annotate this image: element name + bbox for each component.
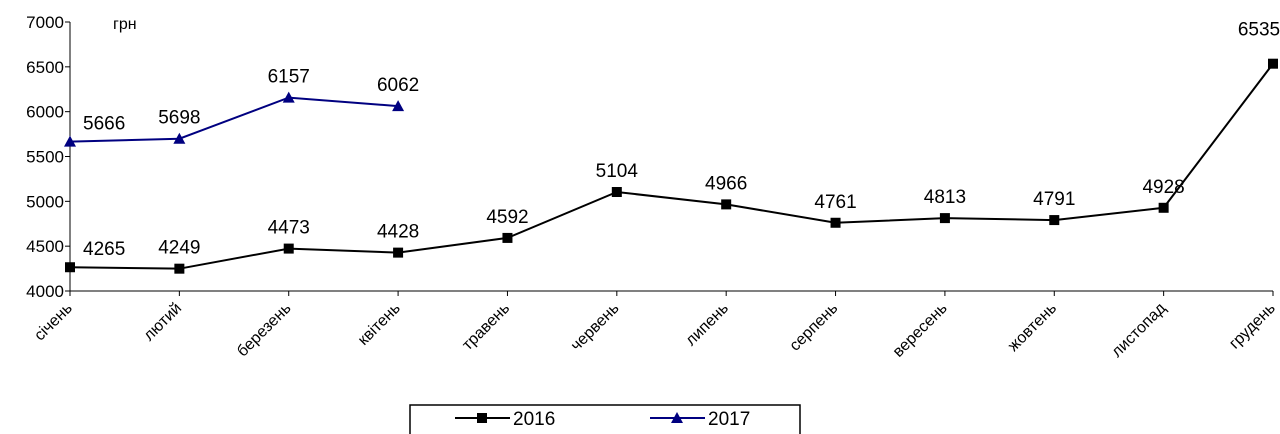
series-line	[69, 96, 399, 143]
x-category-label: січень	[31, 300, 76, 345]
y-tick-label: 4000	[26, 282, 64, 301]
series-2017: 5666 5698 6157 6062	[64, 67, 419, 147]
y-tick-label: 4500	[26, 237, 64, 256]
data-label: 5666	[83, 114, 125, 135]
data-point	[65, 262, 75, 273]
chart-axes	[65, 21, 1274, 296]
legend-label: 2017	[708, 409, 750, 430]
data-point	[1158, 202, 1169, 213]
data-point	[830, 217, 841, 228]
data-point	[502, 232, 513, 243]
x-category-label: липень	[683, 300, 733, 350]
x-category-label: листопад	[1108, 299, 1169, 360]
data-label: 5104	[596, 161, 639, 182]
x-category-label: лютий	[141, 300, 186, 345]
data-label: 4761	[814, 192, 856, 213]
x-axis-category-labels: січень лютий березень квітень травень червень…	[31, 299, 1279, 360]
data-point	[611, 187, 622, 198]
x-category-label: грудень	[1226, 300, 1279, 353]
data-label: 6062	[377, 75, 419, 96]
series-line	[69, 63, 1274, 270]
data-label: 6157	[268, 67, 310, 88]
x-category-label: травень	[459, 300, 513, 354]
x-category-label: вересень	[890, 300, 951, 361]
data-point	[721, 199, 732, 210]
legend-marker	[477, 413, 487, 423]
x-category-label: серпень	[787, 300, 842, 355]
data-label: 4791	[1033, 189, 1075, 210]
x-category-label: березень	[234, 300, 295, 361]
y-axis-unit-label: грн	[113, 16, 137, 33]
data-label: 4428	[377, 222, 419, 243]
legend-box	[409, 404, 801, 434]
y-axis-tick-labels: 4000 4500 5000 5500 6000 6500 7000	[26, 13, 64, 301]
x-category-label: червень	[568, 300, 623, 355]
x-category-label: квітень	[355, 300, 404, 349]
data-label: 4473	[268, 218, 310, 239]
y-tick-label: 6500	[26, 58, 64, 77]
data-label: 4265	[83, 239, 125, 260]
data-point	[282, 91, 295, 103]
data-label: 6535	[1238, 20, 1280, 41]
data-point	[174, 263, 185, 274]
legend-marker	[671, 412, 683, 423]
legend: 2016 2017	[409, 404, 801, 434]
y-tick-label: 5500	[26, 148, 64, 167]
series-layer: 4265 4249 4473 4428 4592 5104 4966 4761 4813 4791…	[64, 20, 1280, 274]
legend-entry-2016: 2016	[455, 409, 555, 430]
data-point	[393, 247, 404, 258]
y-tick-label: 7000	[26, 13, 64, 32]
legend-entry-2017: 2017	[650, 409, 750, 430]
data-label: 4592	[486, 207, 528, 228]
data-label: 5698	[158, 108, 200, 129]
data-label: 4928	[1142, 177, 1184, 198]
series-2016: 4265 4249 4473 4428 4592 5104 4966 4761 4813 4791…	[65, 20, 1280, 274]
data-point	[283, 243, 294, 254]
y-tick-label: 5000	[26, 192, 64, 211]
data-label: 4966	[705, 173, 747, 194]
data-label: 4249	[158, 238, 200, 259]
data-point	[1049, 215, 1060, 226]
data-point	[64, 135, 76, 147]
legend-label: 2016	[513, 409, 555, 430]
data-point	[392, 100, 405, 112]
y-tick-label: 6000	[26, 103, 64, 122]
x-category-label: жовтень	[1005, 300, 1060, 355]
data-point	[939, 213, 950, 224]
data-label: 4813	[924, 187, 966, 208]
data-point	[1268, 58, 1278, 69]
data-point	[173, 132, 186, 144]
